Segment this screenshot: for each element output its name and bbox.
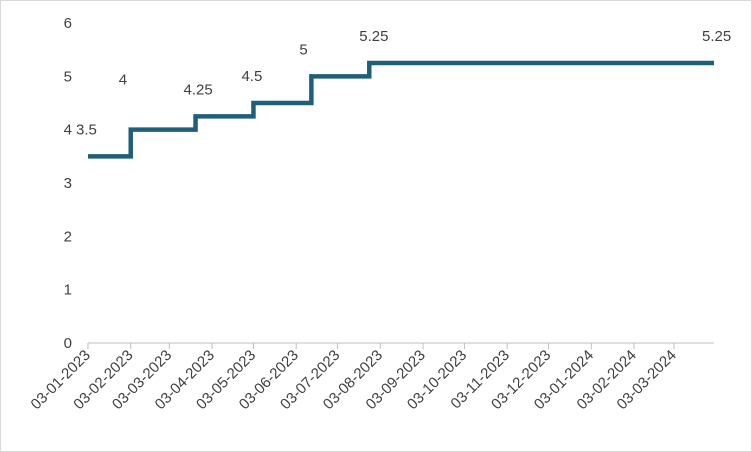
y-tick-label: 2: [64, 228, 72, 245]
y-tick-label: 0: [64, 335, 72, 352]
data-label: 5.25: [359, 28, 388, 45]
y-tick-label: 4: [64, 122, 72, 139]
y-tick-label: 6: [64, 15, 72, 32]
y-tick-label: 5: [64, 68, 72, 85]
data-label: 4: [119, 72, 127, 89]
series: [88, 60, 714, 159]
data-label: 5: [299, 41, 307, 58]
data-label: 4.5: [241, 68, 262, 85]
data-label: 5.25: [702, 28, 731, 45]
data-labels: 3.5 4 4.25 4.5 5 5.25 5.25: [76, 28, 731, 138]
series-line: [88, 60, 714, 159]
data-label: 4.25: [184, 81, 213, 98]
y-axis-ticks: 0 1 2 3 4 5 6: [64, 15, 72, 352]
y-tick-label: 3: [64, 175, 72, 192]
data-label: 3.5: [76, 121, 97, 138]
x-axis: 03-01-202303-02-202303-03-202303-04-2023…: [28, 342, 714, 413]
y-tick-label: 1: [64, 282, 72, 299]
